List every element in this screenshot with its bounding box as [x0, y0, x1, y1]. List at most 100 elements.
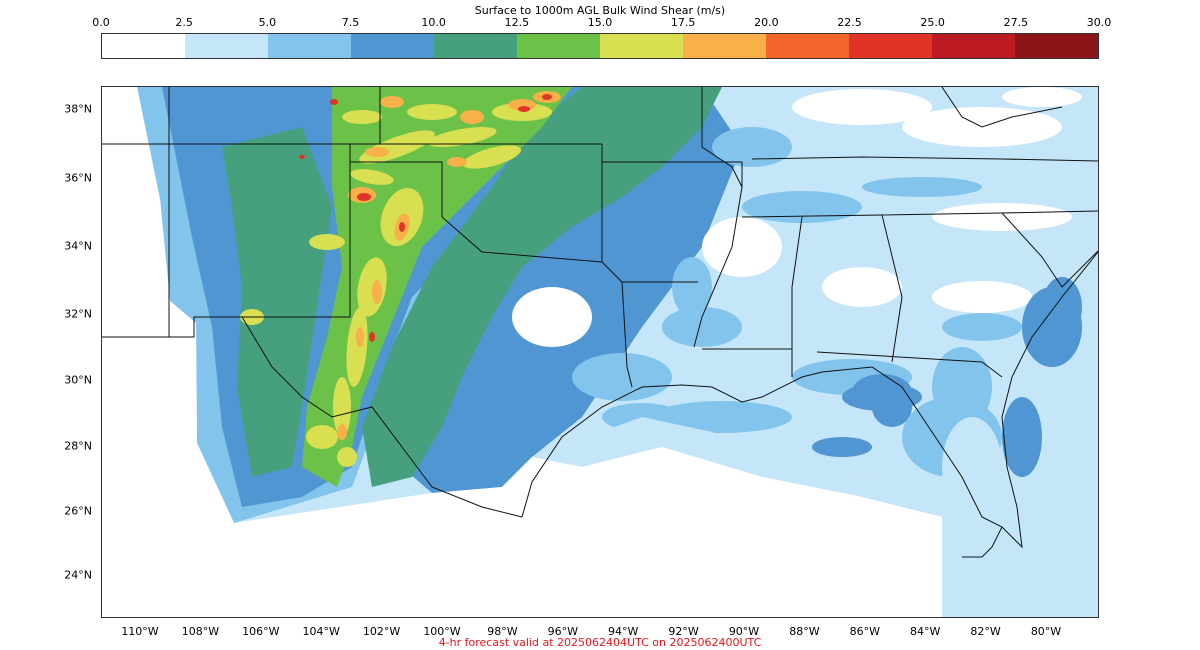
- boundary-line: [741, 210, 1098, 218]
- boundary-line: [621, 281, 633, 388]
- shear-cell: [299, 155, 305, 159]
- shear-patch: [1042, 277, 1082, 337]
- colorbar-tick-label: 0.0: [92, 16, 110, 29]
- shear-cell: [357, 193, 371, 201]
- forecast-caption: 4-hr forecast valid at 2025062404UTC on …: [438, 636, 762, 649]
- latitude-label: 34°N: [64, 239, 92, 253]
- shear-cell: [350, 169, 394, 185]
- shear-patch: [712, 127, 792, 167]
- colorbar-tick-label: 27.5: [1003, 16, 1029, 29]
- shear-cell: [337, 447, 357, 467]
- shear-patch-gulf: [852, 374, 912, 410]
- latitude-label: 26°N: [64, 504, 92, 518]
- latitude-label: 30°N: [64, 373, 92, 387]
- shear-band-w-teal: [222, 127, 332, 477]
- longitude-label: 86°W: [849, 625, 880, 638]
- boundary-line: [441, 216, 603, 263]
- shear-cell: [399, 222, 405, 232]
- shear-patch: [822, 267, 902, 307]
- longitude-label: 102°W: [362, 625, 401, 638]
- shear-cell: [447, 157, 467, 167]
- longitude-label: 84°W: [910, 625, 941, 638]
- boundary-line: [601, 144, 623, 283]
- colorbar-segment: [351, 34, 434, 58]
- shear-cell: [342, 110, 382, 124]
- longitude-label: 88°W: [789, 625, 820, 638]
- boundary-line: [350, 161, 443, 217]
- longitude-label: 98°W: [487, 625, 518, 638]
- shear-patch: [512, 287, 592, 347]
- longitude-label: 110°W: [121, 625, 159, 638]
- shear-cell: [306, 425, 338, 449]
- figure-title: Surface to 1000m AGL Bulk Wind Shear (m/…: [474, 4, 726, 17]
- boundary-line: [102, 316, 242, 338]
- shear-patch: [792, 89, 932, 125]
- wind-shear-field: [102, 87, 1098, 617]
- colorbar-tick-label: 20.0: [754, 16, 779, 29]
- boundary-line: [791, 216, 803, 367]
- shear-patch-atlantic: [1002, 397, 1042, 477]
- shear-patch: [662, 307, 742, 347]
- latitude-label: 38°N: [64, 102, 92, 116]
- boundary-line: [241, 316, 523, 518]
- longitude-label: 100°W: [423, 625, 461, 638]
- shear-cell: [356, 327, 364, 347]
- colorbar-segment: [102, 34, 185, 58]
- boundary-line: [941, 87, 1063, 128]
- shear-band-teal: [362, 87, 722, 487]
- colorbar-tick-label: 10.0: [421, 16, 446, 29]
- boundary-line: [602, 161, 743, 187]
- longitude-label: 104°W: [302, 625, 340, 638]
- latitude-label: 28°N: [64, 439, 92, 453]
- colorbar-tick-label: 7.5: [341, 16, 360, 29]
- colorbar: [101, 33, 1099, 59]
- colorbar-segment: [434, 34, 517, 58]
- longitude-label: 96°W: [547, 625, 578, 638]
- colorbar-segment: [268, 34, 351, 58]
- longitude-label: 94°W: [608, 625, 639, 638]
- shear-cell: [346, 307, 368, 387]
- colorbar-tick-label: 22.5: [837, 16, 862, 29]
- boundary-line: [751, 156, 1098, 162]
- shear-patch: [572, 353, 672, 401]
- coastline: [521, 251, 1098, 549]
- boundary-line: [242, 144, 351, 318]
- colorbar-tick-label: 30.0: [1086, 16, 1112, 29]
- shear-cell: [369, 332, 375, 342]
- shear-cell: [309, 234, 345, 250]
- colorbar-segment: [849, 34, 932, 58]
- map-panel: [101, 86, 1099, 618]
- colorbar-tick-label: 17.5: [670, 16, 696, 29]
- latitude-label: 32°N: [64, 307, 92, 321]
- shear-patch: [862, 177, 982, 197]
- no-data-west: [102, 87, 234, 523]
- latitude-label: 24°N: [64, 568, 92, 582]
- shear-patch: [932, 203, 1072, 231]
- shear-cell: [337, 424, 347, 440]
- colorbar-tick-label: 15.0: [587, 16, 613, 29]
- boundary-line: [1001, 212, 1098, 288]
- shear-patch: [702, 217, 782, 277]
- map-canvas: [102, 87, 1098, 617]
- shear-patch: [742, 191, 862, 223]
- shear-patch: [932, 281, 1032, 313]
- colorbar-segment: [683, 34, 766, 58]
- coastline-keys: [962, 526, 1003, 558]
- longitude-label: 106°W: [242, 625, 280, 638]
- boundary-line: [816, 351, 1003, 378]
- longitude-label: 90°W: [728, 625, 760, 638]
- shear-patch: [942, 417, 1002, 517]
- shear-cell: [330, 99, 338, 105]
- colorbar-segment: [932, 34, 1015, 58]
- shear-patch: [942, 313, 1022, 341]
- shear-cell: [492, 103, 552, 121]
- boundary-line: [701, 87, 743, 188]
- shear-cell: [542, 94, 552, 100]
- colorbar-segment: [600, 34, 683, 58]
- no-data-south: [102, 447, 942, 617]
- colorbar-segment: [1015, 34, 1098, 58]
- colorbar-tick-label: 5.0: [258, 16, 277, 29]
- shear-cell: [365, 147, 389, 157]
- shear-cell: [333, 377, 351, 437]
